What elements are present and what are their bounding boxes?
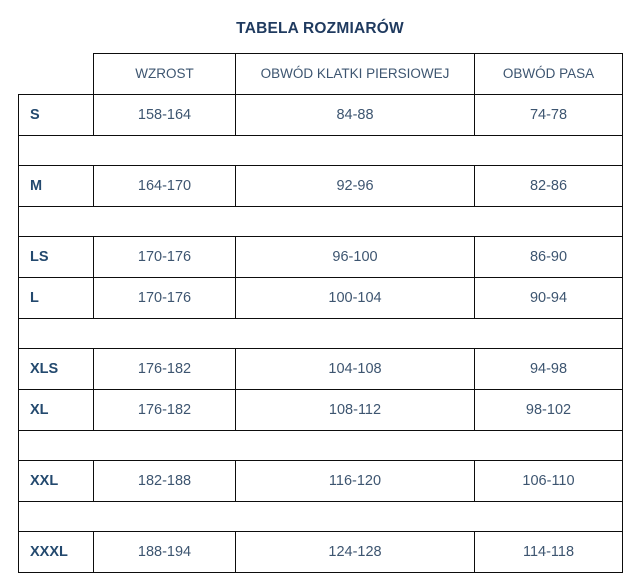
table-spacer-row: [18, 317, 623, 349]
spacer-cell: [18, 134, 623, 166]
table-row: XXL 182-188 116-120 106-110: [18, 459, 623, 502]
table-spacer-row: [18, 429, 623, 461]
cell-waist: 90-94: [474, 276, 623, 319]
cell-size: M: [18, 164, 94, 207]
cell-height: 170-176: [93, 235, 236, 278]
table-row: L 170-176 100-104 90-94: [18, 276, 623, 319]
cell-chest: 124-128: [235, 530, 475, 573]
spacer-cell: [18, 500, 623, 532]
size-chart-table: WZROST OBWÓD KLATKI PIERSIOWEJ OBWÓD PASA S…: [18, 53, 623, 573]
cell-size: XXXL: [18, 530, 94, 573]
header-cell-waist: OBWÓD PASA: [474, 53, 623, 95]
table-row: XLS 176-182 104-108 94-98: [18, 347, 623, 390]
table-row: XXXL 188-194 124-128 114-118: [18, 530, 623, 573]
cell-size: XLS: [18, 347, 94, 390]
cell-size: XXL: [18, 459, 94, 502]
cell-waist: 94-98: [474, 347, 623, 390]
table-row: LS 170-176 96-100 86-90: [18, 235, 623, 278]
spacer-cell: [18, 205, 623, 237]
cell-waist: 74-78: [474, 93, 623, 136]
cell-waist: 114-118: [474, 530, 623, 573]
spacer-cell: [18, 429, 623, 461]
size-chart-page: TABELA ROZMIARÓW WZROST OBWÓD KLATKI PIER…: [18, 20, 623, 573]
cell-size: XL: [18, 388, 94, 431]
cell-height: 170-176: [93, 276, 236, 319]
cell-height: 176-182: [93, 347, 236, 390]
cell-waist: 98-102: [474, 388, 623, 431]
cell-chest: 100-104: [235, 276, 475, 319]
cell-chest: 116-120: [235, 459, 475, 502]
cell-size: S: [18, 93, 94, 136]
header-cell-chest: OBWÓD KLATKI PIERSIOWEJ: [235, 53, 475, 95]
table-spacer-row: [18, 205, 623, 237]
table-spacer-row: [18, 500, 623, 532]
header-cell-height: WZROST: [93, 53, 236, 95]
cell-chest: 104-108: [235, 347, 475, 390]
header-cell-size: [18, 53, 94, 94]
cell-height: 158-164: [93, 93, 236, 136]
table-row: S 158-164 84-88 74-78: [18, 93, 623, 136]
cell-size: L: [18, 276, 94, 319]
cell-chest: 108-112: [235, 388, 475, 431]
cell-waist: 86-90: [474, 235, 623, 278]
table-spacer-row: [18, 134, 623, 166]
table-header-row: WZROST OBWÓD KLATKI PIERSIOWEJ OBWÓD PASA: [18, 53, 623, 95]
table-row: XL 176-182 108-112 98-102: [18, 388, 623, 431]
cell-size: LS: [18, 235, 94, 278]
table-row: M 164-170 92-96 82-86: [18, 164, 623, 207]
cell-height: 188-194: [93, 530, 236, 573]
cell-chest: 96-100: [235, 235, 475, 278]
cell-height: 176-182: [93, 388, 236, 431]
cell-waist: 106-110: [474, 459, 623, 502]
cell-height: 182-188: [93, 459, 236, 502]
cell-height: 164-170: [93, 164, 236, 207]
page-title: TABELA ROZMIARÓW: [236, 20, 404, 37]
cell-chest: 92-96: [235, 164, 475, 207]
spacer-cell: [18, 317, 623, 349]
cell-chest: 84-88: [235, 93, 475, 136]
cell-waist: 82-86: [474, 164, 623, 207]
size-chart-body: WZROST OBWÓD KLATKI PIERSIOWEJ OBWÓD PASA S…: [18, 53, 623, 573]
